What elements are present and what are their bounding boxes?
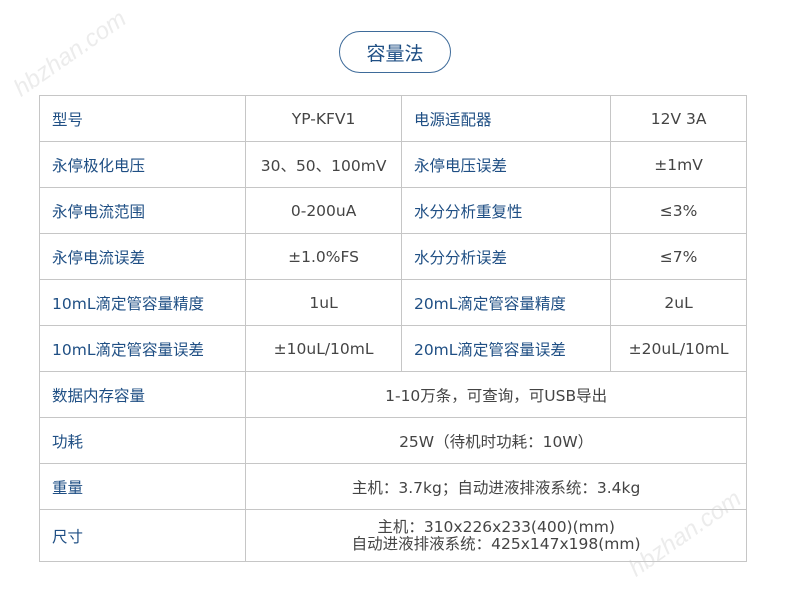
spec-value: 0-200uA <box>245 187 402 234</box>
spec-label: 永停电流误差 <box>38 233 247 280</box>
spec-label: 永停电压误差 <box>400 141 612 188</box>
table-row: 数据内存容量 1-10万条，可查询，可USB导出 <box>38 371 747 418</box>
spec-value-line: 自动进液排液系统：425x147x198(mm) <box>351 534 641 553</box>
table-row: 重量 主机：3.7kg；自动进液排液系统：3.4kg <box>38 463 747 510</box>
table-row: 10mL滴定管容量精度 1uL 20mL滴定管容量精度 2uL <box>38 279 747 326</box>
spec-label: 重量 <box>38 463 247 510</box>
spec-value: ±20uL/10mL <box>610 325 747 372</box>
spec-label: 水分分析重复性 <box>400 187 612 234</box>
spec-label: 永停电流范围 <box>38 187 247 234</box>
table-row: 永停电流误差 ±1.0%FS 水分分析误差 ≤7% <box>38 233 747 280</box>
table-row: 10mL滴定管容量误差 ±10uL/10mL 20mL滴定管容量误差 ±20uL/10… <box>38 325 747 372</box>
spec-value: 25W（待机时功耗：10W） <box>245 417 747 464</box>
spec-label: 型号 <box>38 95 247 142</box>
spec-value: 主机：3.7kg；自动进液排液系统：3.4kg <box>245 463 747 510</box>
spec-value: 1uL <box>245 279 402 326</box>
table-row: 永停极化电压 30、50、100mV 永停电压误差 ±1mV <box>38 141 747 188</box>
spec-value: ±1.0%FS <box>245 233 402 280</box>
spec-value: ±10uL/10mL <box>245 325 402 372</box>
spec-value: YP-KFV1 <box>245 95 402 142</box>
spec-value: 主机：310x226x233(400)(mm) 自动进液排液系统：425x147x… <box>245 509 747 562</box>
spec-label: 电源适配器 <box>400 95 612 142</box>
title-container: 容量法 <box>0 31 790 73</box>
table-row: 尺寸 主机：310x226x233(400)(mm) 自动进液排液系统：425x14… <box>38 509 747 562</box>
spec-label: 功耗 <box>38 417 247 464</box>
spec-value: 12V 3A <box>610 95 747 142</box>
spec-label: 数据内存容量 <box>38 371 247 418</box>
spec-label: 水分分析误差 <box>400 233 612 280</box>
section-title: 容量法 <box>339 31 451 73</box>
spec-label: 尺寸 <box>38 509 247 562</box>
spec-label: 10mL滴定管容量精度 <box>38 279 247 326</box>
spec-value: ±1mV <box>610 141 747 188</box>
table-row: 永停电流范围 0-200uA 水分分析重复性 ≤3% <box>38 187 747 234</box>
spec-label: 永停极化电压 <box>38 141 247 188</box>
table-row: 型号 YP-KFV1 电源适配器 12V 3A <box>38 95 747 142</box>
spec-label: 10mL滴定管容量误差 <box>38 325 247 372</box>
spec-label: 20mL滴定管容量误差 <box>400 325 612 372</box>
spec-value: 30、50、100mV <box>245 141 402 188</box>
spec-value: ≤7% <box>610 233 747 280</box>
spec-value: 2uL <box>610 279 747 326</box>
table-row: 功耗 25W（待机时功耗：10W） <box>38 417 747 464</box>
spec-label: 20mL滴定管容量精度 <box>400 279 612 326</box>
spec-table: 型号 YP-KFV1 电源适配器 12V 3A 永停极化电压 30、50、100mV 永停电… <box>38 95 747 562</box>
spec-value: 1-10万条，可查询，可USB导出 <box>245 371 747 418</box>
spec-value-line: 主机：310x226x233(400)(mm) <box>377 517 615 536</box>
spec-value: ≤3% <box>610 187 747 234</box>
